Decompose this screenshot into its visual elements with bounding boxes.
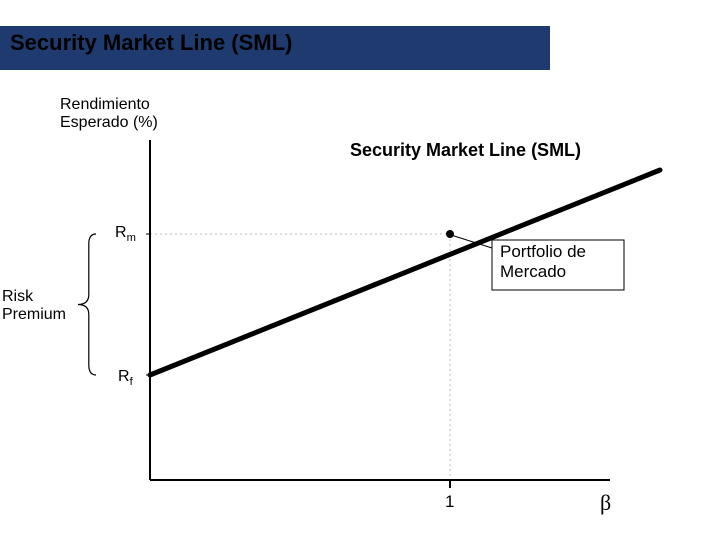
chart-svg — [0, 0, 720, 540]
